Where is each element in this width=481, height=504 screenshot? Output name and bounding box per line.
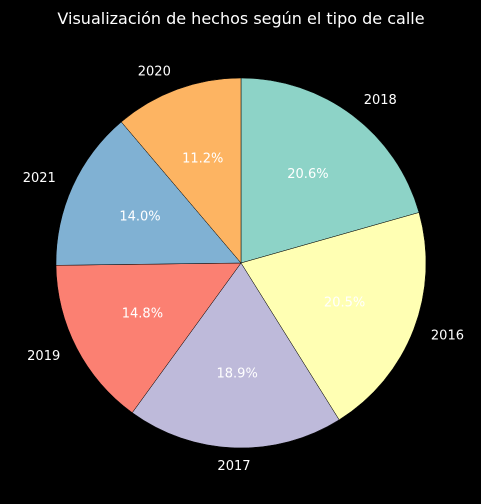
- pie-slice-2019: [55, 262, 242, 414]
- slice-label-2021: 2021: [23, 171, 56, 186]
- pct-label-2019: 14.8%: [122, 307, 163, 322]
- pct-label-2021: 14.0%: [119, 210, 160, 225]
- pie-slice-2016: [240, 212, 427, 421]
- slices-layer: [55, 77, 427, 449]
- pie-slice-2017: [131, 262, 340, 449]
- pct-label-2020: 11.2%: [182, 151, 223, 166]
- pct-label-2018: 20.6%: [287, 167, 328, 182]
- slice-label-2020: 2020: [138, 64, 171, 79]
- slice-label-2018: 2018: [364, 93, 397, 108]
- pie-slice-2020: [120, 77, 242, 264]
- pie-slice-2018: [240, 77, 420, 264]
- pct-label-2017: 18.9%: [217, 366, 258, 381]
- labels-layer: 20.6% 2018 20.5% 2016 18.9% 2017 14.8% 2019 14.0…: [23, 64, 464, 473]
- chart-title: Visualización de hechos según el tipo de…: [57, 9, 424, 28]
- slice-label-2017: 2017: [217, 459, 250, 474]
- slice-label-2016: 2016: [431, 329, 464, 344]
- pct-label-2016: 20.5%: [324, 295, 365, 310]
- pie-slice-2021: [55, 121, 242, 266]
- slice-label-2019: 2019: [27, 349, 60, 364]
